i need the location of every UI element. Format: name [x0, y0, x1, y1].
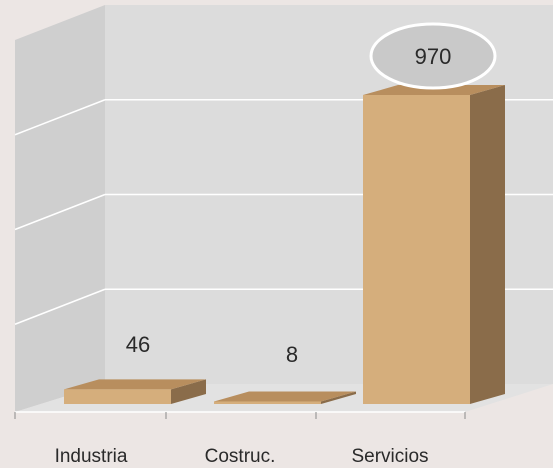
bar-servicios: [363, 85, 505, 404]
bar-front-face: [64, 389, 171, 404]
data-label-servicios: 970: [415, 44, 452, 69]
x-tick-label-costruc: Costruc.: [205, 446, 276, 467]
x-tick-label-industria: Industria: [55, 446, 128, 467]
bar-front-face: [214, 401, 321, 404]
bar-side-face: [470, 85, 505, 404]
data-label-costruc: 8: [286, 342, 298, 367]
bar-front-face: [363, 95, 470, 404]
data-label-industria: 46: [126, 332, 150, 357]
chart-side-wall: [15, 5, 105, 412]
x-tick-label-servicios: Servicios: [351, 446, 428, 467]
